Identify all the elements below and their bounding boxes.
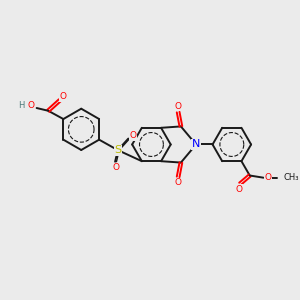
Text: CH₃: CH₃ (283, 173, 299, 182)
Text: O: O (175, 178, 182, 188)
Text: S: S (114, 145, 122, 155)
Text: O: O (27, 101, 34, 110)
Text: O: O (60, 92, 67, 101)
Text: N: N (192, 140, 200, 149)
Text: O: O (265, 173, 272, 182)
Text: O: O (112, 163, 119, 172)
Text: O: O (130, 131, 137, 140)
Text: O: O (175, 102, 182, 111)
Text: H: H (18, 101, 25, 110)
Text: O: O (235, 185, 242, 194)
